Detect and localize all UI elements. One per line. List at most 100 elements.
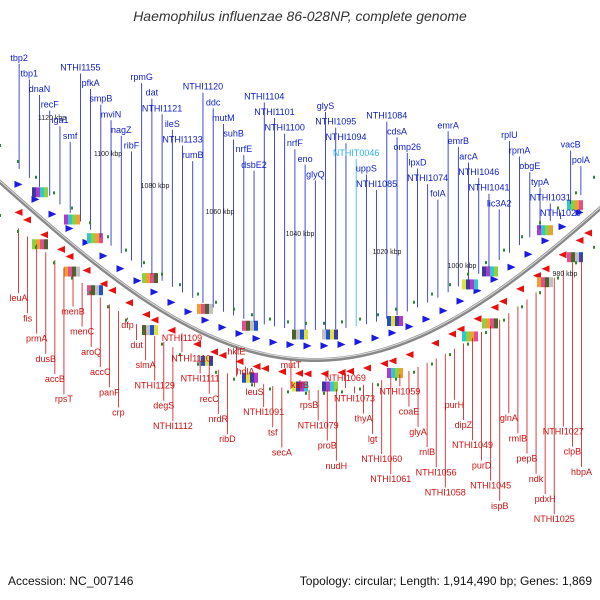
reverse-gene-label: purH [445,400,465,410]
tick-mark-inner [125,318,127,322]
forward-gene-arrow [303,342,312,350]
reverse-gene-arrow [167,326,176,334]
forward-gene-arrow [116,265,125,273]
feature-block-outer [146,273,150,284]
reverse-gene-label: NTHI1058 [425,488,466,498]
forward-gene-arrow [65,224,74,232]
reverse-gene-arrow [337,368,346,376]
feature-block-outer [76,214,80,225]
feature-block-inner [334,381,338,392]
forward-gene-arrow [558,223,567,231]
feature-block-outer [326,329,330,340]
reverse-gene-arrow [82,266,91,274]
reverse-gene-label: dut [130,340,143,350]
feature-block-inner [142,325,146,336]
feature-block-outer [575,200,579,211]
forward-gene-arrow [490,275,499,283]
feature-block-inner [250,372,254,383]
tick-mark-outer [125,248,127,252]
reverse-gene-label: glnA [500,413,518,423]
kbp-tick-label: 980 kbp [553,271,578,278]
reverse-gene-label: hktE [227,346,245,356]
reverse-gene-arrow [388,357,397,365]
forward-gene-labels: tbp2 tbp1 dnaN recF iga1 smf NTHI1155 pfkA smpB m… [10,53,590,218]
tick-mark-inner [35,245,37,249]
feature-block-inner [567,252,571,263]
feature-block-inner [387,368,391,379]
feature-block-inner [91,285,95,296]
feature-block-outer [242,320,246,331]
feature-block-inner [330,381,334,392]
forward-gene-label: NTHI1120 [183,82,223,92]
forward-gene-arrow [405,323,414,331]
tick-mark-inner [197,362,199,366]
forward-gene-label: smf [63,131,78,141]
forward-gene-arrow [150,288,159,296]
tick-mark-inner [251,383,253,387]
tick-mark-outer [431,292,433,296]
forward-gene-label: rpmA [509,146,531,156]
feature-block-outer [387,316,391,327]
reverse-gene-label: NTHI1112 [153,421,193,431]
feature-block-outer [571,200,575,211]
feature-block-outer [44,187,48,198]
forward-gene-label: NTHI1101 [254,107,294,117]
feature-block-inner [541,277,545,288]
feature-block-inner [474,331,478,342]
forward-gene-arrow [82,238,91,246]
feature-block-inner [99,285,103,296]
reverse-gene-label: mutT [281,360,302,370]
tick-mark-inner [431,362,433,366]
forward-gene-label: ribF [124,140,140,150]
tick-mark-outer [233,307,235,311]
reverse-gene-label: dipZ [455,420,473,430]
forward-gene-arrow [14,180,23,188]
feature-block-outer [40,187,44,198]
reverse-gene-label: NTHI1079 [298,420,339,430]
feature-block-inner [242,372,246,383]
forward-gene-arrow [218,323,227,331]
forward-gene-arrow [524,250,533,258]
reverse-gene-arrow [235,358,244,366]
feature-block-outer [87,233,91,244]
forward-gene-arrow [371,334,380,342]
forward-gene-label: emrA [437,120,459,130]
forward-gene-arrow [269,338,278,346]
reverse-gene-arrow [499,297,507,305]
forward-gene-label: omp26 [393,142,421,152]
feature-block-outer [292,329,296,340]
reverse-gene-label: NTHI1109 [162,333,202,343]
forward-gene-label: uppS [356,163,377,173]
feature-block-inner [197,355,201,366]
tick-mark-inner [575,261,577,265]
kbp-tick-label: 1080 kbp [141,183,170,190]
forward-gene-label: mutM [212,113,235,123]
feature-block-inner [466,331,470,342]
feature-block-inner [462,331,466,342]
feature-block-inner [201,355,205,366]
forward-gene-label: lic3A2 [487,198,512,208]
reverse-gene-label: lgt [368,434,378,444]
forward-gene-label: obgE [519,161,540,171]
forward-gene-arrow [133,277,142,285]
feature-block-outer [201,303,205,314]
reverse-gene-arrow [142,310,150,318]
reverse-gene-label: hbpA [571,467,592,477]
tick-mark-outer [485,261,487,265]
feature-block-outer [64,214,68,225]
tick-mark-outer [575,191,577,195]
reverse-label-lines [18,228,582,515]
reverse-gene-arrow [99,280,108,288]
reverse-gene-arrow [320,370,329,378]
reverse-gene-arrow [108,286,116,294]
reverse-gene-arrow [278,368,286,376]
feature-block-outer [99,233,103,244]
reverse-gene-label: NTHI1061 [370,474,411,484]
feature-block-outer [36,187,40,198]
forward-gene-label: NTHI1031 [530,192,571,202]
reverse-gene-label: glyA [409,427,427,437]
feature-block-outer [72,214,76,225]
forward-gene-label: rplU [501,130,518,140]
forward-gene-label: vacB [561,140,581,150]
feature-block-inner [326,381,330,392]
